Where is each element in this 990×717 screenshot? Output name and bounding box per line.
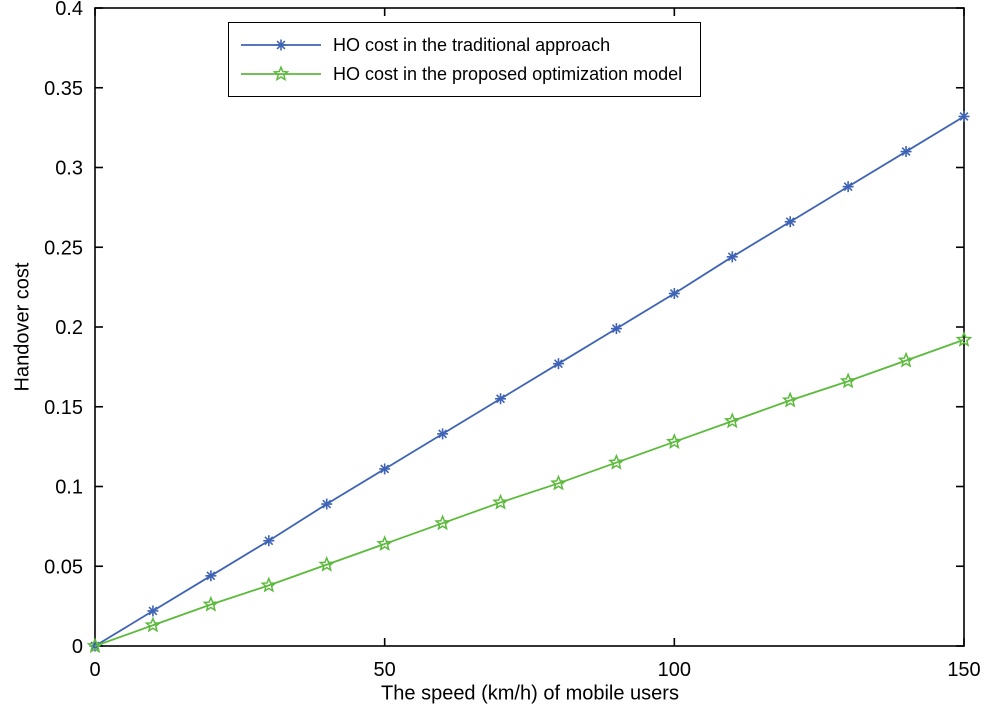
star-marker-icon xyxy=(272,65,290,82)
asterisk-marker-icon xyxy=(900,146,912,158)
asterisk-marker-icon xyxy=(668,288,680,300)
star-marker-icon xyxy=(839,372,857,389)
y-tick-label: 0.3 xyxy=(55,158,83,180)
legend-entry-proposed: HO cost in the proposed optimization mod… xyxy=(239,63,682,85)
asterisk-marker-icon xyxy=(610,323,622,335)
asterisk-marker-icon xyxy=(784,216,796,228)
asterisk-marker-icon xyxy=(205,570,217,582)
legend-line-asterisk-icon xyxy=(241,39,321,51)
star-marker-icon xyxy=(781,391,799,408)
asterisk-marker-icon xyxy=(275,39,287,51)
y-tick-label: 0.05 xyxy=(44,556,83,578)
asterisk-marker-icon xyxy=(495,393,507,405)
asterisk-marker-icon xyxy=(263,535,275,547)
y-tick-label: 0.2 xyxy=(55,317,83,339)
asterisk-marker-icon xyxy=(379,463,391,475)
star-marker-icon xyxy=(665,433,683,449)
star-marker-icon xyxy=(144,616,162,633)
x-tick-label: 0 xyxy=(89,659,100,681)
star-marker-icon xyxy=(723,412,741,429)
y-tick-label: 0.25 xyxy=(44,237,83,259)
x-tick-label: 150 xyxy=(947,659,980,681)
star-marker-icon xyxy=(955,330,973,347)
star-marker-icon xyxy=(86,637,104,654)
y-tick-label: 0 xyxy=(72,636,83,658)
asterisk-marker-icon xyxy=(321,498,333,510)
y-tick-label: 0.4 xyxy=(55,0,83,20)
legend-entry-traditional: HO cost in the traditional approach xyxy=(239,34,682,56)
y-tick-label: 0.1 xyxy=(55,477,83,499)
star-marker-icon xyxy=(318,555,336,572)
plot-box xyxy=(94,7,965,647)
series-line-1 xyxy=(94,338,965,647)
legend-label-proposed: HO cost in the proposed optimization mod… xyxy=(333,63,683,84)
star-marker-icon xyxy=(608,453,625,470)
asterisk-marker-icon xyxy=(552,358,564,370)
star-marker-icon xyxy=(202,595,220,612)
asterisk-marker-icon xyxy=(958,110,970,122)
legend-label-traditional: HO cost in the traditional approach xyxy=(333,34,611,55)
star-marker-icon xyxy=(550,474,567,491)
asterisk-marker-icon xyxy=(147,605,159,617)
star-marker-icon xyxy=(260,576,278,593)
star-marker-icon xyxy=(376,535,394,552)
star-marker-icon xyxy=(492,493,509,510)
star-marker-icon xyxy=(434,514,451,531)
legend-line-star-icon xyxy=(241,65,321,82)
y-tick-label: 0.35 xyxy=(44,78,83,100)
asterisk-marker-icon xyxy=(842,181,854,193)
x-axis-label: The speed (km/h) of mobile users xyxy=(381,682,679,705)
y-tick-label: 0.15 xyxy=(44,397,83,419)
series-line-0 xyxy=(94,115,965,647)
x-tick-label: 50 xyxy=(374,659,396,681)
y-axis-label: Handover cost xyxy=(11,262,34,392)
star-marker-icon xyxy=(897,351,915,368)
x-tick-label: 100 xyxy=(658,659,691,681)
legend: HO cost in the traditional approach HO c… xyxy=(228,22,702,97)
asterisk-marker-icon xyxy=(726,251,738,263)
asterisk-marker-icon xyxy=(437,428,449,440)
